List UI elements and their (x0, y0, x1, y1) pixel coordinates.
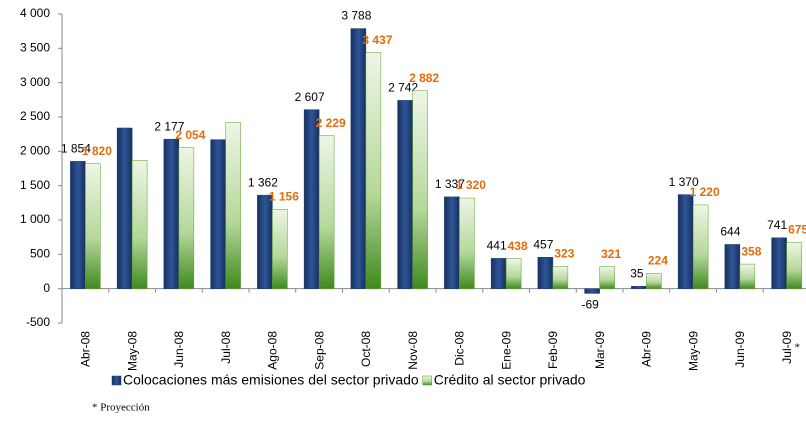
value-label: 1 220 (690, 185, 720, 199)
value-label: 35 (630, 266, 644, 280)
x-tick-label: Ene-09 (499, 331, 513, 370)
bar (444, 196, 460, 289)
value-label: 675 (788, 222, 806, 236)
y-tick-label: 0 (43, 281, 50, 295)
bar (365, 52, 382, 289)
value-label: -69 (581, 298, 599, 312)
bar (350, 28, 367, 289)
x-tick-label: Dic-08 (453, 331, 467, 366)
legend-label: Colocaciones más emisiones del sector pr… (123, 372, 419, 388)
value-label: 2 742 (388, 81, 418, 95)
y-tick-label: 1 000 (20, 212, 50, 226)
value-label: 441 (487, 239, 507, 253)
value-label: 1 854 (61, 142, 91, 156)
legend: Colocaciones más emisiones del sector pr… (111, 372, 586, 388)
bar (131, 160, 148, 289)
value-label: 358 (741, 244, 761, 258)
value-label: 323 (554, 247, 574, 261)
x-tick-label: Nov-08 (406, 331, 420, 370)
bar (646, 273, 662, 289)
bar (677, 194, 694, 289)
bar (225, 122, 241, 289)
x-tick-label: Jun-09 (733, 331, 747, 368)
value-label: 1 320 (456, 178, 486, 192)
y-tick-label: 3 500 (20, 41, 50, 55)
bar (739, 263, 756, 289)
bar (397, 100, 413, 289)
value-label: 644 (720, 225, 740, 239)
x-tick-label: Mar-09 (593, 331, 607, 369)
bar (116, 127, 133, 289)
bar (552, 266, 569, 289)
bar (505, 258, 522, 289)
bar (85, 163, 101, 289)
value-label: 1 156 (269, 189, 299, 203)
value-label: 2 054 (175, 128, 205, 142)
bar (537, 257, 554, 289)
x-tick-label: Feb-09 (546, 331, 560, 369)
value-label: 438 (508, 239, 528, 253)
bar (786, 242, 802, 289)
bar (70, 161, 86, 289)
value-label: 3 437 (362, 33, 392, 47)
value-label: 2 882 (409, 71, 439, 85)
bar (178, 147, 195, 289)
bar (459, 197, 475, 289)
x-tick-label: Abr-08 (79, 331, 93, 367)
footnote: * Proyección (92, 402, 150, 414)
x-tick-label: Jul-08 (219, 331, 233, 364)
bar (412, 90, 428, 289)
legend-swatch (111, 375, 122, 386)
bar (210, 139, 226, 289)
x-tick-label: May-09 (686, 331, 700, 371)
value-label: 1 337 (435, 177, 465, 191)
y-tick-label: 4 000 (20, 6, 50, 20)
y-tick-label: 500 (30, 247, 50, 261)
x-tick-label: Ago-08 (266, 331, 280, 370)
bar (490, 258, 507, 289)
y-tick-label: 2 500 (20, 109, 50, 123)
legend-label: Crédito al sector privado (434, 372, 586, 388)
bar (631, 286, 647, 289)
value-label: 1 370 (669, 175, 699, 189)
value-label: 1 362 (248, 175, 278, 189)
bar (318, 135, 335, 289)
x-tick-label: Oct-08 (359, 331, 373, 367)
bar (599, 266, 615, 289)
value-label: 1 820 (82, 144, 112, 158)
bar (303, 109, 320, 289)
value-label: 2 229 (316, 116, 346, 130)
bar (771, 237, 787, 289)
y-tick-label: 3 000 (20, 75, 50, 89)
x-tick-label: Sep-08 (312, 331, 326, 370)
bar (257, 194, 273, 289)
bar (584, 288, 600, 294)
x-tick-label: Abr-09 (640, 331, 654, 367)
value-label: 321 (601, 247, 621, 261)
y-tick-label: -500 (26, 315, 50, 329)
y-tick-label: 2 000 (20, 144, 50, 158)
bar (272, 209, 288, 289)
bar (724, 244, 741, 289)
bar (163, 138, 180, 289)
bar (692, 204, 709, 289)
y-tick-label: 1 500 (20, 178, 50, 192)
x-tick-label: Jun-08 (172, 331, 186, 368)
value-label: 2 607 (295, 90, 325, 104)
value-label: 3 788 (341, 9, 371, 23)
value-label: 741 (767, 218, 787, 232)
legend-swatch (422, 375, 432, 386)
value-label: 457 (533, 237, 553, 251)
value-label: 2 177 (154, 119, 184, 133)
x-tick-label: May-08 (125, 331, 139, 371)
asterisk: * (795, 342, 801, 354)
x-tick-label: Jul-09 (780, 331, 794, 364)
value-label: 224 (648, 253, 668, 267)
